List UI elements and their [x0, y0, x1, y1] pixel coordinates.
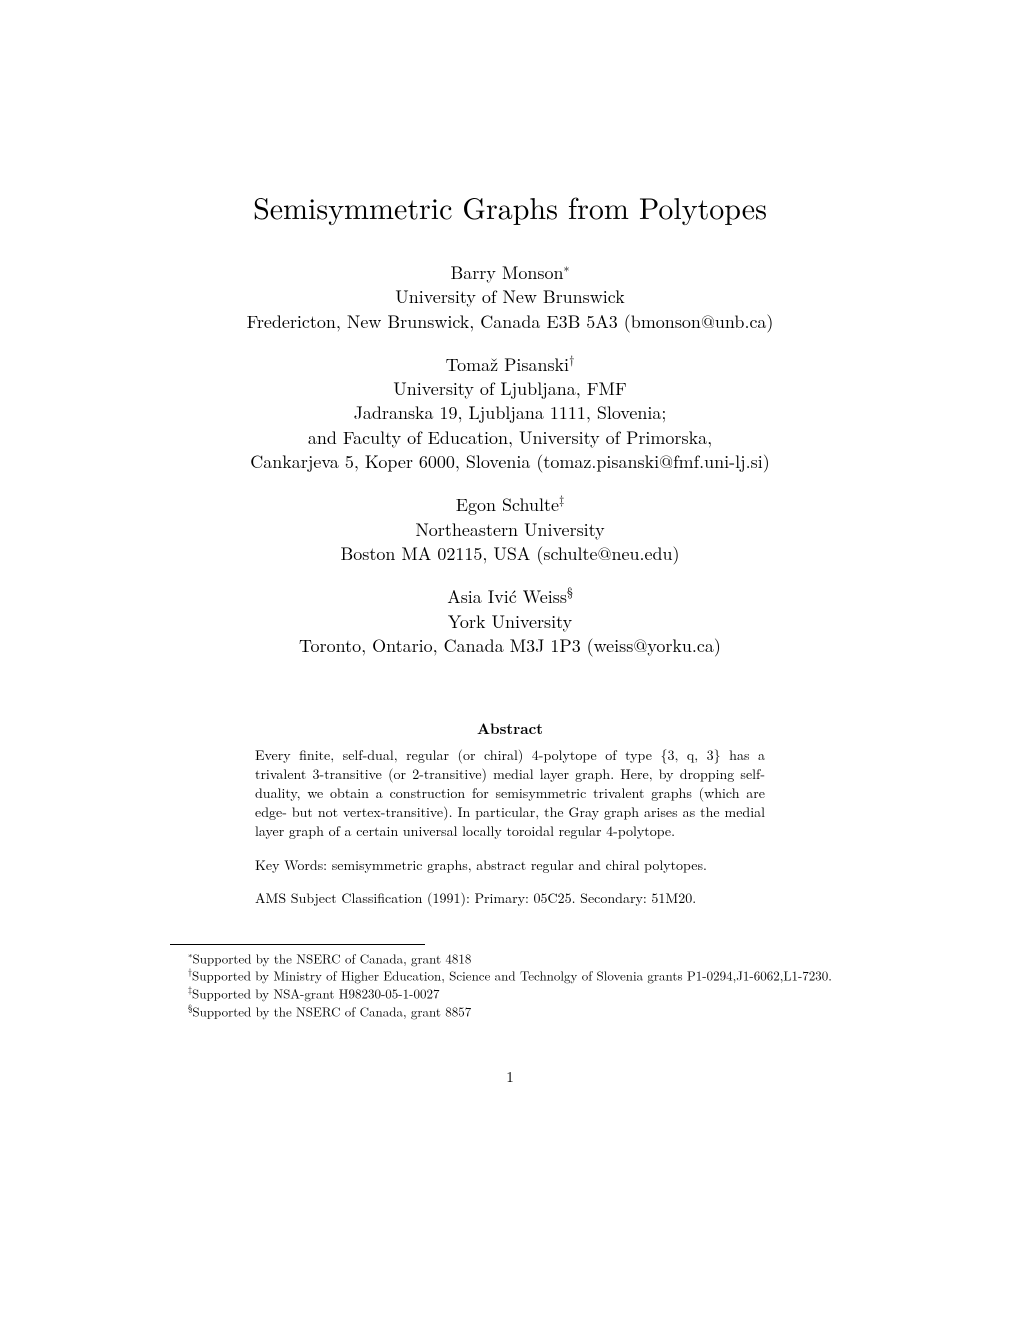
author-name: Tomaž Pisanski [446, 352, 569, 377]
paper-page: Semisymmetric Graphs from Polytopes Barr… [0, 0, 1020, 1087]
abstract-block: Abstract Every finite, self-dual, regula… [255, 718, 765, 907]
author-block-4: Asia Ivić Weiss§ York University Toronto… [170, 584, 850, 658]
footnote-item: ‡Supported by NSA-grant H98230-05-1-0027 [170, 984, 850, 1002]
author-mark: ‡ [559, 491, 564, 508]
author-affiliation: York University [448, 609, 572, 634]
author-mark: § [567, 583, 573, 600]
author-affiliation: University of Ljubljana, FMF [393, 376, 626, 401]
ams-classification: AMS Subject Classification (1991): Prima… [255, 888, 765, 908]
footnote-item: ∗Supported by the NSERC of Canada, grant… [170, 949, 850, 967]
footnote-item: §Supported by the NSERC of Canada, grant… [170, 1002, 850, 1020]
author-block-2: Tomaž Pisanski† University of Ljubljana,… [170, 352, 850, 474]
author-address: Boston MA 02115, USA (schulte@neu.edu) [341, 541, 680, 566]
author-affiliation: University of New Brunswick [395, 284, 625, 309]
author-block-3: Egon Schulte‡ Northeastern University Bo… [170, 492, 850, 566]
page-number: 1 [170, 1066, 850, 1087]
author-address-line: and Faculty of Education, University of … [308, 425, 712, 450]
author-mark: † [569, 351, 574, 368]
author-name: Asia Ivić Weiss [447, 584, 567, 609]
author-address-line: Jadranska 19, Ljubljana 1111, Slovenia; [354, 400, 667, 425]
author-affiliation: Northeastern University [415, 517, 604, 542]
footnote-text: Supported by the NSERC of Canada, grant … [192, 1002, 471, 1021]
author-address: Toronto, Ontario, Canada M3J 1P3 (weiss@… [299, 633, 721, 658]
keywords: Key Words: semisymmetric graphs, abstrac… [255, 855, 765, 875]
author-block-1: Barry Monson∗ University of New Brunswic… [170, 260, 850, 334]
footnotes: ∗Supported by the NSERC of Canada, grant… [170, 945, 850, 1021]
footnote-text: Supported by Ministry of Higher Educatio… [192, 966, 832, 985]
footnote-text: Supported by NSA-grant H98230-05-1-0027 [192, 984, 439, 1003]
abstract-heading: Abstract [255, 718, 765, 739]
abstract-text: Every finite, self-dual, regular (or chi… [255, 746, 765, 840]
author-mark: ∗ [563, 259, 569, 276]
paper-title: Semisymmetric Graphs from Polytopes [170, 185, 850, 228]
footnote-text: Supported by the NSERC of Canada, grant … [193, 948, 472, 967]
footnote-item: †Supported by Ministry of Higher Educati… [170, 966, 850, 984]
author-name: Barry Monson [451, 260, 564, 285]
author-address: Fredericton, New Brunswick, Canada E3B 5… [247, 309, 774, 334]
author-address-line: Cankarjeva 5, Koper 6000, Slovenia (toma… [250, 449, 769, 474]
author-name: Egon Schulte [456, 492, 559, 517]
